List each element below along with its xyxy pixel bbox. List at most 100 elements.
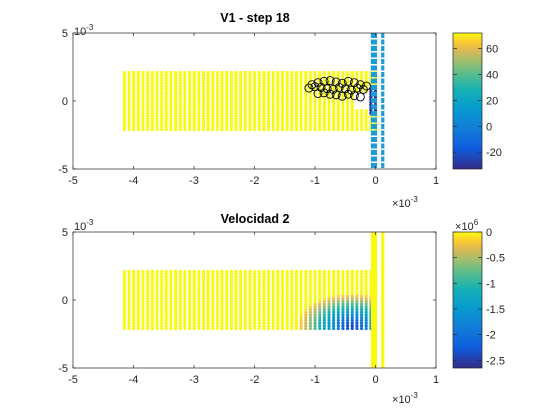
field-point <box>355 318 359 322</box>
field-point <box>299 84 303 88</box>
field-point <box>276 316 280 320</box>
field-point <box>164 305 168 309</box>
field-point <box>206 73 210 77</box>
field-point <box>122 299 127 303</box>
field-point <box>206 275 210 279</box>
field-point <box>183 302 187 306</box>
field-point <box>262 108 266 113</box>
field-point <box>146 288 150 293</box>
field-point <box>276 310 280 314</box>
field-point <box>225 299 229 303</box>
field-point <box>173 114 178 118</box>
field-point <box>285 114 289 118</box>
field-point <box>150 291 154 295</box>
field-point <box>229 310 233 314</box>
field-point <box>243 125 247 129</box>
field-point <box>294 291 299 295</box>
field-point <box>350 294 354 298</box>
exp-base: 10 <box>74 221 86 233</box>
field-point <box>322 313 326 317</box>
field-point <box>285 98 289 102</box>
field-point <box>220 291 224 295</box>
field-point <box>243 278 247 282</box>
field-point <box>206 299 210 303</box>
field-point <box>164 291 168 295</box>
field-point <box>192 122 196 126</box>
field-point <box>285 326 289 331</box>
field-point <box>164 316 168 320</box>
field-point <box>122 291 127 295</box>
field-point <box>239 89 243 94</box>
field-point <box>304 283 308 287</box>
field-point <box>355 272 359 276</box>
field-point <box>146 108 150 113</box>
field-point <box>355 324 359 328</box>
field-point <box>201 106 206 110</box>
field-point <box>183 307 187 312</box>
field-point <box>229 89 233 94</box>
y-tick-label: 0 <box>62 96 68 108</box>
field-point <box>341 103 345 107</box>
field-point <box>243 106 247 110</box>
field-point <box>164 100 168 104</box>
field-point <box>187 125 192 129</box>
field-point <box>183 73 187 77</box>
field-point <box>313 288 317 293</box>
field-point <box>146 127 150 132</box>
field-point <box>122 326 127 331</box>
field-point <box>239 286 243 290</box>
field-point <box>285 92 289 96</box>
field-point <box>132 108 136 113</box>
field-point <box>299 108 303 113</box>
field-point <box>313 119 317 123</box>
field-point <box>322 305 326 309</box>
field-point <box>234 310 238 314</box>
field-point <box>220 272 224 276</box>
field-point <box>215 89 220 94</box>
field-point <box>253 288 257 293</box>
field-point <box>299 119 303 123</box>
field-point <box>253 122 257 126</box>
field-point <box>239 321 243 325</box>
field-point <box>155 316 159 320</box>
field-point <box>178 127 182 132</box>
field-point <box>290 299 294 303</box>
field-point <box>141 269 145 274</box>
field-point <box>313 326 317 331</box>
field-point <box>285 108 289 113</box>
field-point <box>132 98 136 102</box>
field-point <box>257 316 261 320</box>
field-point <box>164 324 168 328</box>
field-point <box>266 111 271 115</box>
field-point <box>141 326 145 331</box>
field-point <box>266 278 271 282</box>
field-point <box>276 98 280 102</box>
field-point <box>225 73 229 77</box>
field-point <box>201 89 206 94</box>
field-point <box>299 326 303 331</box>
field-point <box>192 302 196 306</box>
field-point <box>146 324 150 328</box>
colorbar-tick-label: 40 <box>486 69 498 81</box>
field-point <box>276 313 280 317</box>
field-point <box>285 127 289 132</box>
field-point <box>327 278 331 282</box>
field-point <box>285 305 289 309</box>
field-point <box>262 119 266 123</box>
subplot-2-colorbar: -2.5-2-1.5-1-0.50 <box>452 227 505 369</box>
field-point <box>234 76 238 80</box>
field-point <box>271 70 275 75</box>
field-point <box>173 108 178 113</box>
field-point <box>322 316 326 320</box>
field-point <box>359 81 364 85</box>
field-point <box>318 316 322 320</box>
field-point <box>164 87 168 91</box>
field-point <box>122 89 127 94</box>
field-point <box>243 302 247 306</box>
field-point <box>192 318 196 322</box>
field-point <box>169 114 173 118</box>
field-point <box>178 114 182 118</box>
field-point <box>243 275 247 279</box>
field-point <box>327 291 331 295</box>
field-point <box>215 269 220 274</box>
